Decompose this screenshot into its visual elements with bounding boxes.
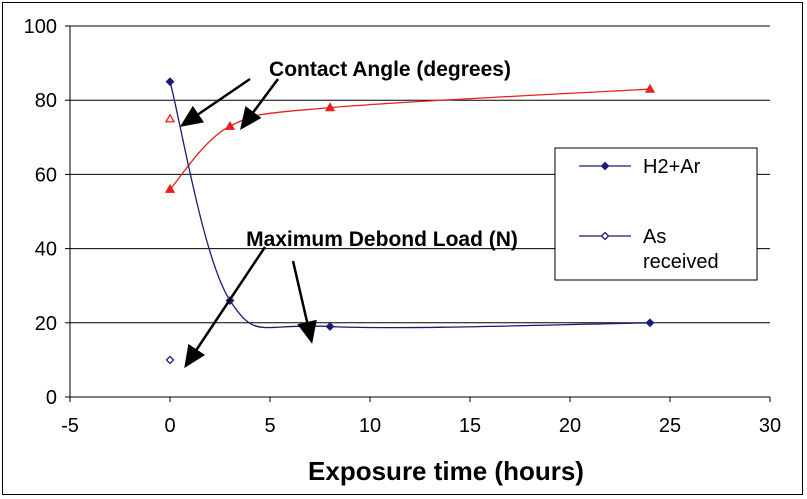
series-line (169, 81, 651, 329)
y-tick-label: 0 (46, 387, 57, 409)
series-layer (164, 77, 656, 365)
series-0 (164, 83, 656, 193)
legend-marker (600, 231, 610, 241)
x-tick-label: 15 (459, 415, 481, 437)
annotations: Contact Angle (degrees) Maximum Debond Lo… (179, 58, 518, 369)
legend-box (554, 147, 758, 281)
series-line (169, 88, 651, 190)
x-tick-label: -5 (61, 415, 79, 437)
annotation-arrow (291, 260, 317, 344)
y-tick-label: 20 (35, 313, 57, 335)
x-tick-label: 5 (264, 415, 275, 437)
data-point (644, 83, 656, 93)
series-2 (164, 113, 176, 123)
annotation-contact-angle: Contact Angle (degrees) (269, 58, 511, 81)
data-point (164, 183, 176, 193)
annotation-arrow (179, 77, 251, 127)
x-axis-label: Exposure time (hours) (308, 456, 584, 486)
annotation-arrow (184, 246, 267, 369)
y-tick-label: 100 (24, 16, 57, 38)
annotation-debond-load: Maximum Debond Load (N) (246, 228, 518, 251)
y-tick-label: 80 (35, 90, 57, 112)
data-point (165, 355, 175, 365)
series-3 (165, 355, 175, 365)
x-tick-label: 0 (164, 415, 175, 437)
legend-marker (600, 161, 610, 171)
data-point (325, 322, 335, 331)
data-point (645, 318, 655, 328)
data-point (224, 120, 236, 130)
x-tick-label: 30 (759, 415, 781, 437)
x-tick-label: 10 (359, 415, 381, 437)
data-point (165, 77, 175, 87)
legend-label: H2+Ar (643, 156, 701, 178)
data-point (324, 102, 336, 112)
x-tick-label: 25 (659, 415, 681, 437)
annotation-arrow (240, 78, 280, 131)
series-1 (165, 77, 655, 331)
legend: H2+Ar As received (554, 147, 758, 281)
y-tick-label: 40 (35, 239, 57, 261)
y-tick-label: 60 (35, 164, 57, 186)
x-tick-label: 20 (559, 415, 581, 437)
legend-label: As received (643, 226, 719, 273)
data-point (164, 113, 176, 123)
axes (65, 25, 771, 402)
